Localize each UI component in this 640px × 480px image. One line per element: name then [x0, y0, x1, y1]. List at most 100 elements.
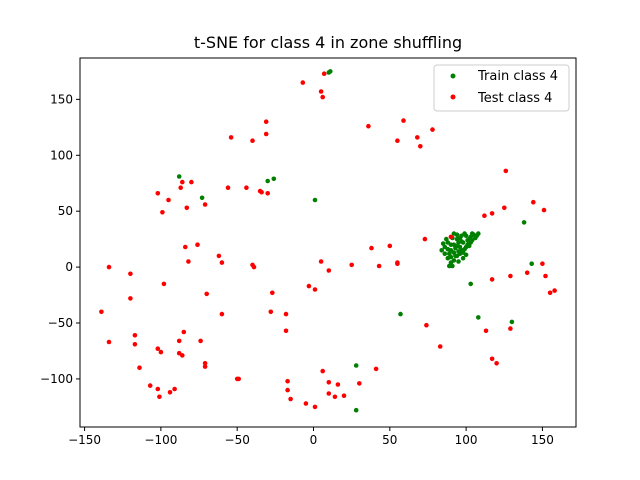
- chart-title: t-SNE for class 4 in zone shuffling: [194, 33, 462, 52]
- plot-frame: [79, 57, 577, 428]
- test-point: [306, 283, 312, 289]
- test-point: [430, 127, 435, 132]
- train-point: [456, 259, 461, 264]
- test-point: [387, 243, 393, 249]
- test-point: [448, 234, 454, 240]
- test-point: [166, 197, 171, 203]
- test-point: [366, 123, 371, 129]
- test-point: [178, 185, 183, 190]
- test-point: [186, 259, 191, 264]
- test-point: [155, 346, 161, 352]
- test-point: [228, 135, 234, 140]
- x-tick-label: −150: [68, 433, 101, 447]
- test-point: [482, 213, 487, 218]
- test-point: [422, 236, 428, 242]
- test-point: [204, 291, 209, 297]
- test-point: [502, 205, 507, 211]
- train-point: [457, 235, 463, 241]
- train-point: [265, 178, 271, 184]
- test-point: [494, 361, 499, 366]
- test-point: [318, 259, 324, 264]
- test-point: [357, 381, 362, 386]
- x-tick-label: −50: [225, 433, 250, 447]
- test-point: [489, 277, 495, 282]
- test-point: [285, 378, 290, 384]
- test-point: [415, 135, 420, 140]
- x-tick-label: 150: [531, 433, 554, 447]
- train-point: [439, 248, 445, 253]
- test-point: [326, 391, 332, 396]
- test-point: [181, 329, 187, 335]
- test-point: [106, 339, 112, 345]
- test-point: [158, 349, 164, 355]
- y-tick-label: 100: [50, 148, 73, 162]
- test-point: [320, 368, 326, 374]
- test-point: [312, 404, 318, 410]
- test-point: [300, 80, 306, 85]
- test-point: [376, 263, 382, 269]
- train-point: [454, 243, 460, 249]
- test-point: [180, 353, 185, 358]
- test-point: [369, 245, 374, 251]
- test-point: [202, 361, 208, 366]
- test-point: [541, 207, 547, 213]
- test-point: [489, 356, 495, 362]
- y-axis: −100 −50 0 50 100 150: [40, 92, 80, 386]
- train-point: [521, 220, 527, 225]
- test-point: [132, 342, 138, 347]
- test-point: [332, 394, 338, 400]
- train-point: [509, 319, 515, 325]
- test-point: [180, 179, 185, 185]
- train-point: [460, 250, 466, 255]
- test-point: [401, 118, 406, 123]
- test-point: [263, 131, 269, 137]
- test-point: [483, 328, 489, 334]
- test-point: [106, 264, 112, 270]
- legend-train-marker: [450, 73, 456, 79]
- test-point: [303, 401, 309, 406]
- test-point: [270, 290, 275, 296]
- test-point: [489, 211, 495, 216]
- test-point: [508, 273, 513, 279]
- train-point: [462, 231, 467, 236]
- test-point: [198, 338, 203, 344]
- test-point: [508, 326, 513, 331]
- x-tick-label: 50: [382, 433, 397, 447]
- train-point: [451, 250, 457, 255]
- test-point: [285, 387, 290, 393]
- test-point: [172, 386, 177, 392]
- train-point: [529, 261, 534, 267]
- test-point: [244, 185, 249, 190]
- y-tick-label: −50: [48, 316, 73, 330]
- test-point: [167, 390, 173, 395]
- test-point: [437, 344, 443, 349]
- test-point: [320, 94, 326, 100]
- train-point: [353, 363, 359, 368]
- train-point: [468, 281, 474, 287]
- test-point: [157, 394, 162, 400]
- test-point: [236, 376, 241, 382]
- test-point: [424, 322, 429, 328]
- test-point: [395, 138, 400, 143]
- legend-train-label: Train class 4: [477, 69, 558, 84]
- train-point: [448, 254, 454, 260]
- x-tick-label: −100: [144, 433, 177, 447]
- train-point: [199, 195, 205, 201]
- train-point: [451, 258, 457, 263]
- test-point: [128, 271, 133, 277]
- train-point: [398, 311, 403, 317]
- test-point: [219, 311, 225, 317]
- y-tick-label: 0: [65, 260, 73, 274]
- test-point: [147, 383, 153, 388]
- test-point: [195, 242, 200, 247]
- test-point: [318, 89, 324, 94]
- test-point: [202, 364, 208, 369]
- y-tick-label: 50: [58, 204, 73, 218]
- test-point: [326, 268, 332, 273]
- test-point: [250, 138, 255, 143]
- test-point: [137, 365, 142, 371]
- train-point: [326, 70, 332, 75]
- train-point: [444, 236, 449, 242]
- test-point: [251, 264, 257, 270]
- test-point: [349, 262, 355, 268]
